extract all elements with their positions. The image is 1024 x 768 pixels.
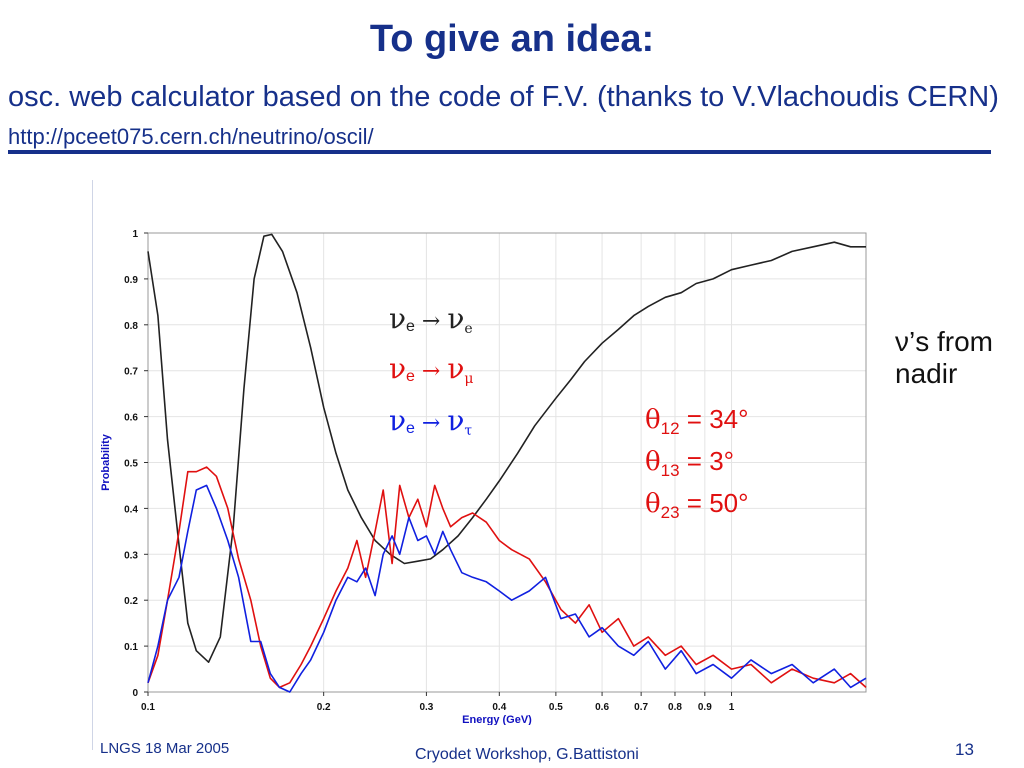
- slide-divider-line: [92, 180, 93, 750]
- y-tick-label: 0.4: [124, 504, 138, 515]
- legend-entry-3: νe → ντ: [389, 404, 472, 439]
- x-tick-label: 0.8: [668, 702, 682, 713]
- y-tick-label: 0.2: [124, 596, 138, 607]
- x-tick-label: 0.4: [492, 702, 506, 713]
- mixing-angle-3: θ23 = 50°: [645, 488, 749, 522]
- y-tick-label: 0.7: [124, 367, 138, 378]
- legend-entry-1: νe → νe: [389, 302, 473, 337]
- series-line-1: [147, 233, 866, 664]
- slide-subtitle: osc. web calculator based on the code of…: [8, 78, 1008, 156]
- series-line-2: [147, 466, 867, 689]
- side-note-line1: ν’s from: [895, 326, 993, 357]
- series-line-3: [147, 484, 867, 693]
- y-tick-label: 1: [132, 229, 138, 240]
- y-tick-label: 0.8: [124, 321, 138, 332]
- footer-author: Cryodet Workshop, G.Battistoni: [415, 746, 639, 763]
- title-underline: [8, 150, 991, 154]
- y-tick-label: 0.5: [124, 459, 138, 470]
- y-tick-label: 0.9: [124, 275, 138, 286]
- subtitle-text: osc. web calculator based on the code of…: [8, 81, 999, 113]
- y-tick-label: 0.3: [124, 550, 138, 561]
- x-tick-label: 0.9: [698, 702, 712, 713]
- footer-event: LNGS 18 Mar 2005: [100, 740, 230, 757]
- mixing-angle-2: θ13 = 3°: [645, 446, 734, 480]
- x-tick-label: 0.2: [317, 702, 331, 713]
- side-note: ν’s from nadir: [895, 326, 993, 390]
- x-tick-label: 0.1: [141, 702, 155, 713]
- side-note-line2: nadir: [895, 358, 958, 389]
- calculator-url-link[interactable]: http://pceet075.cern.ch/neutrino/oscil/: [8, 124, 374, 149]
- x-tick-label: 0.7: [634, 702, 648, 713]
- y-tick-label: 0: [132, 688, 138, 699]
- x-tick-label: 0.6: [595, 702, 609, 713]
- oscillation-probability-chart: 00.10.20.30.40.50.60.70.80.910.1 0.2 0.3 0.…: [100, 229, 867, 725]
- x-tick-label: 0.3: [419, 702, 433, 713]
- legend-entry-2: νe → νμ: [389, 352, 474, 387]
- page-number: 13: [955, 740, 974, 759]
- x-tick-label: 0.5: [549, 702, 563, 713]
- y-axis-label: Probability: [100, 433, 112, 491]
- x-axis-label: Energy (GeV): [462, 714, 532, 725]
- y-tick-label: 0.1: [124, 642, 138, 653]
- slide-title: To give an idea:: [369, 18, 655, 60]
- x-tick-label: 1: [729, 702, 735, 713]
- mixing-angle-1: θ12 = 34°: [645, 404, 749, 438]
- y-tick-label: 0.6: [124, 413, 138, 424]
